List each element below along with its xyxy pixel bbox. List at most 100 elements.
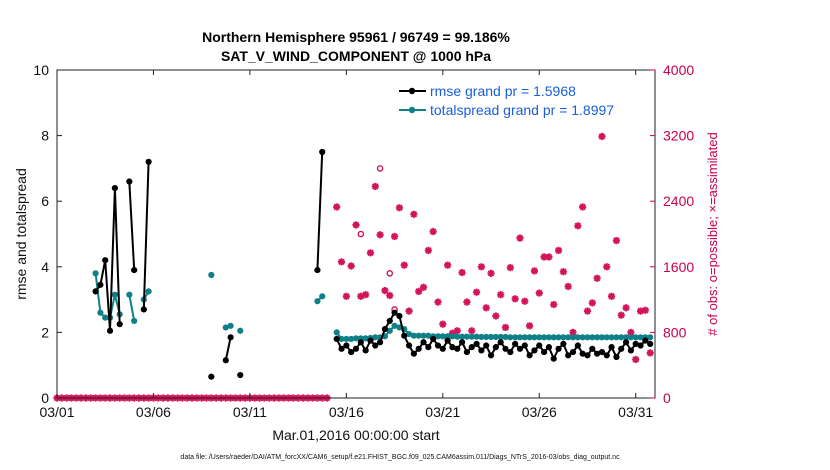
y2-tick-label: 4000: [663, 62, 694, 78]
obs-assimilated-marker: [617, 311, 625, 319]
rmse-point: [540, 348, 548, 356]
spread-point: [622, 334, 630, 341]
spread-point: [507, 334, 514, 341]
rmse-point: [381, 326, 389, 333]
y2-tick-label: 800: [663, 324, 687, 340]
obs-assimilated-marker: [419, 283, 428, 291]
obs-assimilated-marker: [477, 263, 485, 271]
rmse-point: [516, 345, 524, 352]
rmse-point: [560, 340, 567, 347]
rmse-point: [377, 339, 384, 346]
spread-point: [560, 334, 567, 341]
spread-point: [410, 332, 417, 339]
rmse-point: [227, 334, 234, 341]
spread-point: [391, 322, 398, 329]
spread-point: [473, 333, 480, 340]
obs-assimilated-marker: [497, 291, 505, 299]
rmse-point: [362, 347, 369, 354]
spread-point: [222, 324, 229, 331]
rmse-point: [521, 342, 528, 349]
rmse-point: [405, 342, 413, 349]
x-tick-label: 03/31: [618, 404, 653, 420]
spread-point: [512, 334, 519, 341]
spread-point: [131, 317, 138, 325]
obs-assimilated-marker: [362, 291, 370, 299]
y2-tick-label: 1600: [663, 259, 694, 275]
spread-point: [478, 333, 485, 341]
rmse-point: [531, 347, 538, 354]
obs-assimilated-marker: [390, 232, 399, 241]
spread-point: [627, 334, 634, 341]
spread-point: [502, 333, 509, 341]
rmse-point: [492, 344, 499, 351]
spread-point: [227, 322, 234, 329]
obs-assimilated-marker: [588, 299, 596, 307]
y-tick-label: 2: [41, 324, 49, 340]
spread-point: [608, 334, 615, 341]
spread-point: [521, 334, 528, 341]
rmse-point: [111, 184, 118, 192]
spread-point: [386, 327, 393, 334]
rmse-point: [507, 348, 514, 356]
legend-rmse-label: rmse grand pr = 1.5968: [430, 83, 576, 99]
y-tick-label: 0: [41, 390, 49, 406]
spread-point: [343, 335, 350, 343]
spread-point: [145, 288, 152, 295]
rmse-point: [594, 350, 601, 357]
rmse-point: [598, 348, 606, 356]
obs-possible-marker: [386, 270, 394, 277]
spread-point: [444, 333, 451, 340]
spread-point: [314, 298, 321, 305]
obs-assimilated-marker: [405, 307, 413, 315]
rmse-point: [608, 344, 615, 351]
rmse-point: [92, 288, 99, 295]
spread-point: [111, 291, 118, 298]
legend: rmse grand pr = 1.5968 totalspread grand…: [395, 81, 650, 124]
rmse-point: [140, 306, 147, 313]
rmse-point: [487, 352, 495, 359]
rmse-point: [603, 352, 610, 359]
obs-assimilated-marker: [482, 304, 490, 312]
spread-point: [102, 314, 109, 321]
rmse-point: [357, 339, 364, 346]
rmse-point: [569, 348, 577, 356]
obs-assimilated-marker: [511, 295, 519, 303]
rmse-point: [333, 335, 340, 343]
spread-point: [550, 334, 557, 341]
obs-assimilated-marker: [559, 268, 567, 276]
legend-rmse-marker: [408, 87, 416, 95]
obs-assimilated-marker: [337, 258, 346, 266]
spread-line: [128, 294, 136, 322]
rmse-point: [208, 373, 215, 380]
x-tick-label: 03/06: [136, 404, 171, 420]
rmse-point: [367, 337, 374, 344]
obs-assimilated-marker: [458, 268, 466, 277]
spread-point: [333, 329, 340, 336]
obs-assimilated-marker: [603, 263, 611, 271]
x-tick-label: 03/01: [39, 404, 74, 420]
spread-point: [92, 270, 99, 277]
obs-assimilated-marker: [453, 327, 461, 335]
spread-point: [516, 334, 524, 341]
spread-point: [439, 333, 446, 340]
rmse-point: [463, 348, 471, 356]
rmse-point: [386, 317, 393, 325]
obs-assimilated-marker: [583, 307, 592, 315]
rmse-point: [415, 345, 422, 352]
rmse-point: [545, 344, 553, 351]
rmse-point: [391, 309, 398, 316]
spread-point: [463, 333, 471, 340]
y2-axis-label: # of obs: o=possible; ×=assimilated: [705, 132, 720, 335]
obs-assimilated-marker: [342, 292, 350, 300]
spread-point: [531, 334, 538, 341]
rmse-point: [439, 345, 446, 352]
legend-spread-label: totalspread grand pr = 1.8997: [430, 102, 614, 118]
spread-point: [483, 333, 490, 341]
rmse-point: [454, 345, 461, 352]
spread-point: [598, 334, 606, 341]
obs-assimilated-marker: [444, 261, 452, 269]
obs-assimilated-marker: [501, 323, 510, 332]
x-tick-label: 03/11: [233, 404, 267, 420]
spread-point: [449, 333, 456, 340]
spread-point: [237, 327, 244, 334]
